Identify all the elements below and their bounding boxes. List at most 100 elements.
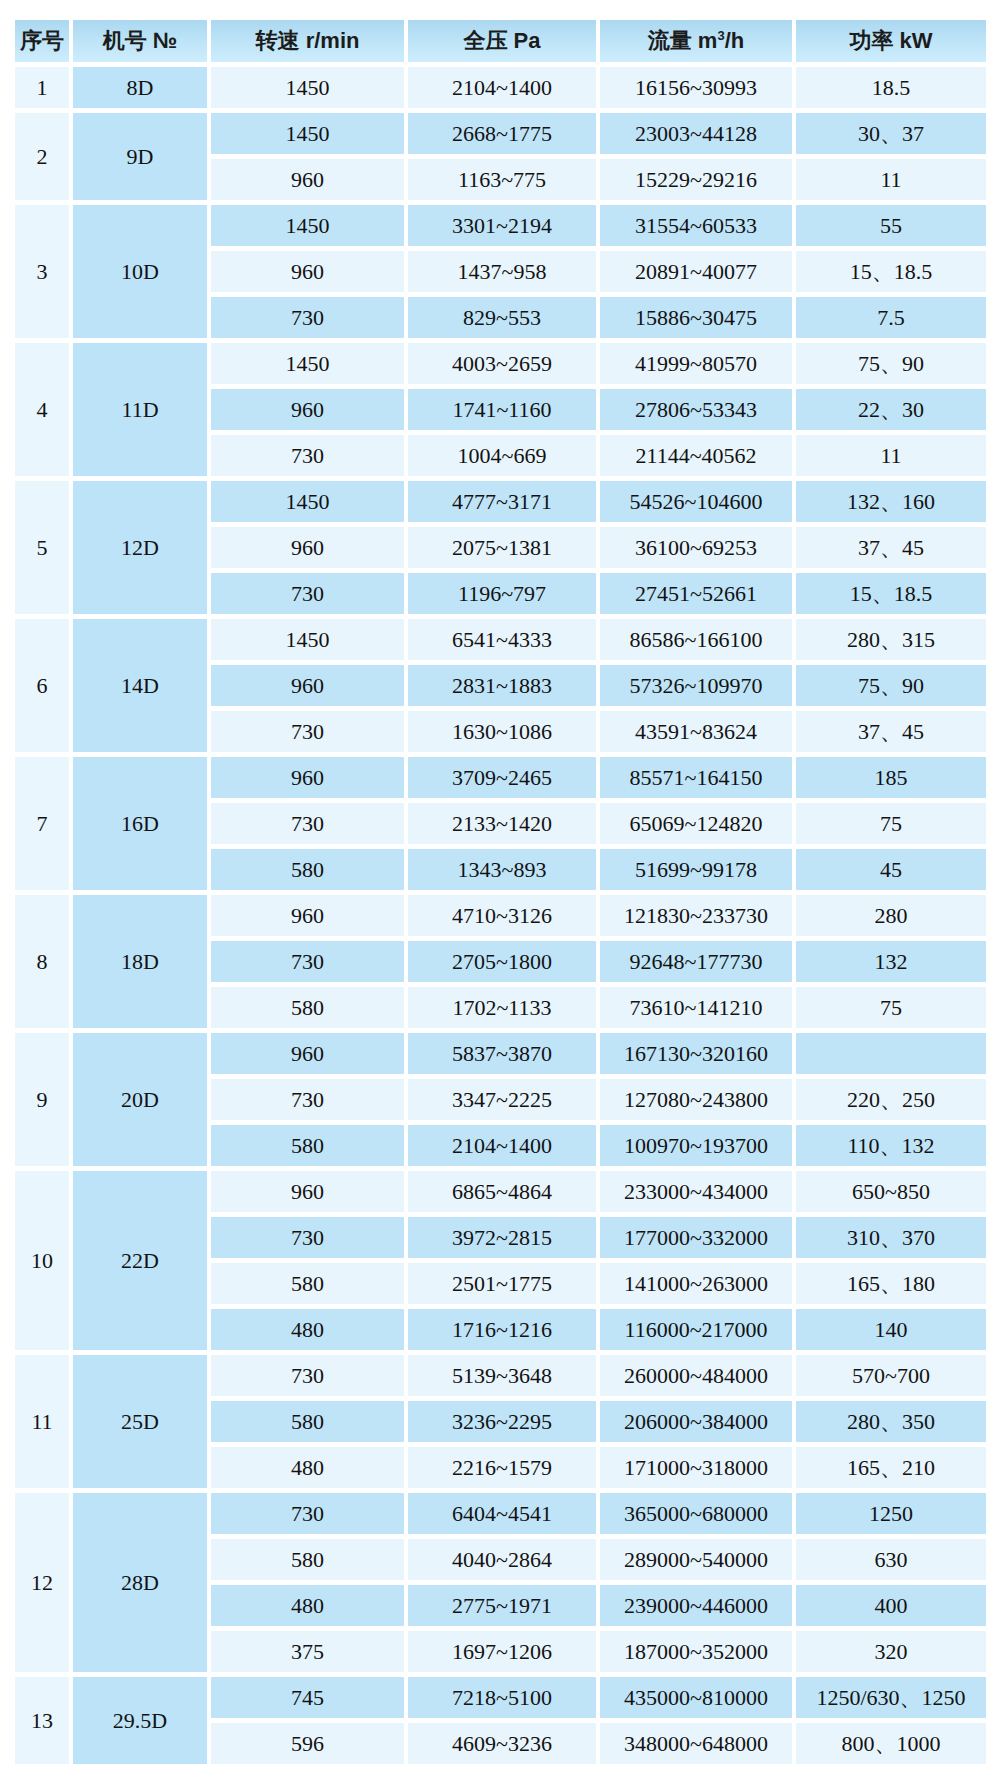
rotation-speed-cell: 745 — [211, 1677, 404, 1718]
serial-number-cell: 11 — [15, 1355, 69, 1488]
rotation-speed-cell: 730 — [211, 711, 404, 752]
flow-rate-cell: 206000~384000 — [600, 1401, 792, 1442]
table-header-row: 序号 机号 № 转速 r/min 全压 Pa 流量 m3/h 功率 kW — [15, 20, 986, 62]
total-pressure-cell: 1630~1086 — [408, 711, 596, 752]
total-pressure-cell: 3972~2815 — [408, 1217, 596, 1258]
power-cell: 11 — [796, 159, 986, 200]
flow-rate-cell: 85571~164150 — [600, 757, 792, 798]
power-cell: 280、350 — [796, 1401, 986, 1442]
flow-rate-cell: 41999~80570 — [600, 343, 792, 384]
serial-number-cell: 12 — [15, 1493, 69, 1672]
total-pressure-cell: 1437~958 — [408, 251, 596, 292]
power-cell: 30、37 — [796, 113, 986, 154]
flow-rate-cell: 100970~193700 — [600, 1125, 792, 1166]
flow-rate-cell: 36100~69253 — [600, 527, 792, 568]
flow-rate-cell: 348000~648000 — [600, 1723, 792, 1764]
flow-unit-superscript: 3 — [717, 28, 724, 43]
total-pressure-cell: 2831~1883 — [408, 665, 596, 706]
power-cell: 1250/630、1250 — [796, 1677, 986, 1718]
rotation-speed-cell: 960 — [211, 389, 404, 430]
flow-rate-cell: 127080~243800 — [600, 1079, 792, 1120]
rotation-speed-cell: 960 — [211, 665, 404, 706]
table-row: 29D14502668~177523003~4412830、37 — [15, 113, 986, 154]
power-cell: 1250 — [796, 1493, 986, 1534]
total-pressure-cell: 2075~1381 — [408, 527, 596, 568]
header-total-pressure: 全压 Pa — [408, 20, 596, 62]
total-pressure-cell: 1741~1160 — [408, 389, 596, 430]
total-pressure-cell: 3301~2194 — [408, 205, 596, 246]
page: 序号 机号 № 转速 r/min 全压 Pa 流量 m3/h 功率 kW 18D… — [0, 0, 1000, 1786]
rotation-speed-cell: 960 — [211, 251, 404, 292]
serial-number-cell: 7 — [15, 757, 69, 890]
flow-rate-cell: 57326~109970 — [600, 665, 792, 706]
header-serial-number: 序号 — [15, 20, 69, 62]
power-cell: 37、45 — [796, 527, 986, 568]
flow-rate-cell: 167130~320160 — [600, 1033, 792, 1074]
power-cell: 165、180 — [796, 1263, 986, 1304]
rotation-speed-cell: 960 — [211, 895, 404, 936]
power-cell: 140 — [796, 1309, 986, 1350]
flow-rate-cell: 21144~40562 — [600, 435, 792, 476]
serial-number-cell: 13 — [15, 1677, 69, 1764]
total-pressure-cell: 2775~1971 — [408, 1585, 596, 1626]
rotation-speed-cell: 1450 — [211, 67, 404, 108]
table-row: 1329.5D7457218~5100435000~8100001250/630… — [15, 1677, 986, 1718]
rotation-speed-cell: 580 — [211, 1539, 404, 1580]
rotation-speed-cell: 1450 — [211, 205, 404, 246]
total-pressure-cell: 1702~1133 — [408, 987, 596, 1028]
flow-rate-cell: 51699~99178 — [600, 849, 792, 890]
power-cell: 132 — [796, 941, 986, 982]
rotation-speed-cell: 730 — [211, 1079, 404, 1120]
total-pressure-cell: 4710~3126 — [408, 895, 596, 936]
power-cell: 570~700 — [796, 1355, 986, 1396]
power-cell: 800、1000 — [796, 1723, 986, 1764]
rotation-speed-cell: 730 — [211, 1493, 404, 1534]
model-number-cell: 10D — [73, 205, 207, 338]
flow-rate-cell: 16156~30993 — [600, 67, 792, 108]
power-cell: 165、210 — [796, 1447, 986, 1488]
model-number-cell: 29.5D — [73, 1677, 207, 1764]
total-pressure-cell: 1163~775 — [408, 159, 596, 200]
flow-rate-cell: 233000~434000 — [600, 1171, 792, 1212]
power-cell: 18.5 — [796, 67, 986, 108]
power-cell: 630 — [796, 1539, 986, 1580]
flow-rate-cell: 171000~318000 — [600, 1447, 792, 1488]
total-pressure-cell: 2668~1775 — [408, 113, 596, 154]
rotation-speed-cell: 730 — [211, 803, 404, 844]
power-cell: 7.5 — [796, 297, 986, 338]
header-model-number: 机号 № — [73, 20, 207, 62]
rotation-speed-cell: 730 — [211, 941, 404, 982]
table-row: 310D14503301~219431554~6053355 — [15, 205, 986, 246]
table-row: 716D9603709~246585571~164150185 — [15, 757, 986, 798]
total-pressure-cell: 2133~1420 — [408, 803, 596, 844]
model-number-cell: 11D — [73, 343, 207, 476]
rotation-speed-cell: 375 — [211, 1631, 404, 1672]
power-cell: 45 — [796, 849, 986, 890]
model-number-cell: 8D — [73, 67, 207, 108]
power-cell: 400 — [796, 1585, 986, 1626]
power-cell: 320 — [796, 1631, 986, 1672]
total-pressure-cell: 2104~1400 — [408, 67, 596, 108]
power-cell: 132、160 — [796, 481, 986, 522]
rotation-speed-cell: 580 — [211, 1401, 404, 1442]
table-row: 411D14504003~265941999~8057075、90 — [15, 343, 986, 384]
flow-rate-cell: 27806~53343 — [600, 389, 792, 430]
total-pressure-cell: 829~553 — [408, 297, 596, 338]
table-row: 818D9604710~3126121830~233730280 — [15, 895, 986, 936]
flow-unit-suffix: /h — [725, 28, 745, 53]
power-cell: 75、90 — [796, 665, 986, 706]
power-cell: 22、30 — [796, 389, 986, 430]
flow-rate-cell: 92648~177730 — [600, 941, 792, 982]
power-cell: 220、250 — [796, 1079, 986, 1120]
power-cell: 15、18.5 — [796, 573, 986, 614]
model-number-cell: 16D — [73, 757, 207, 890]
total-pressure-cell: 4777~3171 — [408, 481, 596, 522]
serial-number-cell: 6 — [15, 619, 69, 752]
table-row: 614D14506541~433386586~166100280、315 — [15, 619, 986, 660]
flow-rate-cell: 20891~40077 — [600, 251, 792, 292]
flow-rate-cell: 15886~30475 — [600, 297, 792, 338]
power-cell: 185 — [796, 757, 986, 798]
serial-number-cell: 10 — [15, 1171, 69, 1350]
model-number-cell: 22D — [73, 1171, 207, 1350]
total-pressure-cell: 4003~2659 — [408, 343, 596, 384]
